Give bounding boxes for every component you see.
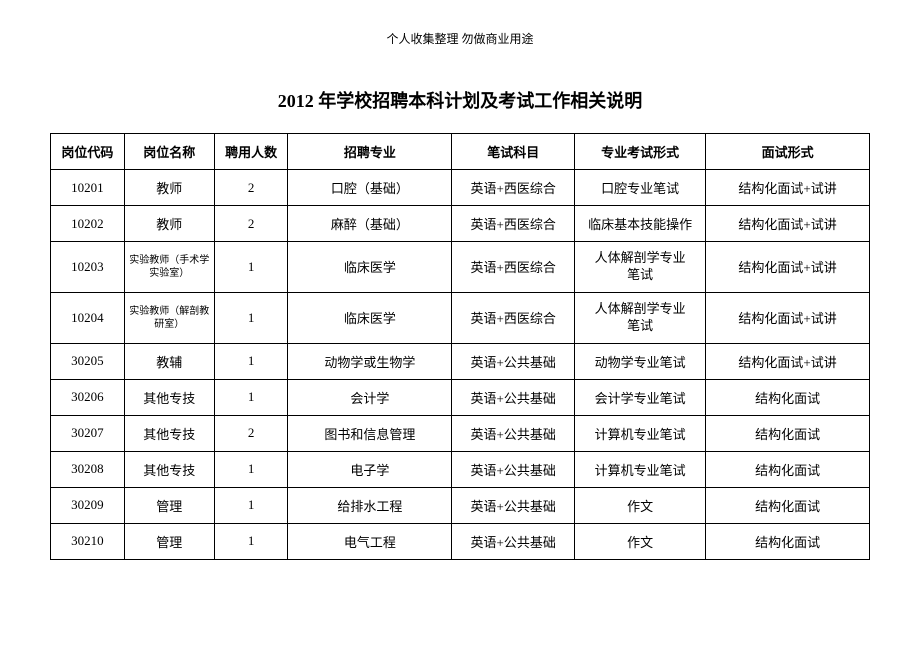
cell-name: 其他专技 bbox=[124, 379, 214, 415]
cell-pro: 人体解剖学专业笔试 bbox=[575, 242, 706, 293]
header-note: 个人收集整理 勿做商业用途 bbox=[50, 30, 870, 47]
recruitment-table: 岗位代码 岗位名称 聘用人数 招聘专业 笔试科目 专业考试形式 面试形式 102… bbox=[50, 133, 870, 560]
cell-count: 2 bbox=[214, 206, 288, 242]
table-row: 10204实验教师（解剖教研室）1临床医学英语+西医综合人体解剖学专业笔试结构化… bbox=[51, 292, 870, 343]
cell-written: 英语+西医综合 bbox=[452, 170, 575, 206]
cell-interview: 结构化面试 bbox=[706, 379, 870, 415]
col-pro: 专业考试形式 bbox=[575, 134, 706, 170]
cell-written: 英语+西医综合 bbox=[452, 242, 575, 293]
cell-code: 30208 bbox=[51, 451, 125, 487]
cell-major: 电子学 bbox=[288, 451, 452, 487]
cell-pro: 人体解剖学专业笔试 bbox=[575, 292, 706, 343]
cell-interview: 结构化面试+试讲 bbox=[706, 242, 870, 293]
cell-written: 英语+公共基础 bbox=[452, 523, 575, 559]
cell-name: 管理 bbox=[124, 523, 214, 559]
cell-interview: 结构化面试 bbox=[706, 523, 870, 559]
col-name: 岗位名称 bbox=[124, 134, 214, 170]
cell-count: 1 bbox=[214, 343, 288, 379]
cell-name: 实验教师（解剖教研室） bbox=[124, 292, 214, 343]
cell-pro: 口腔专业笔试 bbox=[575, 170, 706, 206]
cell-code: 10201 bbox=[51, 170, 125, 206]
cell-name: 教师 bbox=[124, 206, 214, 242]
table-row: 10202教师2麻醉（基础）英语+西医综合临床基本技能操作结构化面试+试讲 bbox=[51, 206, 870, 242]
cell-pro: 临床基本技能操作 bbox=[575, 206, 706, 242]
table-row: 30207其他专技2图书和信息管理英语+公共基础计算机专业笔试结构化面试 bbox=[51, 415, 870, 451]
cell-written: 英语+西医综合 bbox=[452, 206, 575, 242]
col-written: 笔试科目 bbox=[452, 134, 575, 170]
cell-written: 英语+公共基础 bbox=[452, 451, 575, 487]
col-code: 岗位代码 bbox=[51, 134, 125, 170]
cell-major: 图书和信息管理 bbox=[288, 415, 452, 451]
cell-name: 实验教师（手术学实验室） bbox=[124, 242, 214, 293]
cell-written: 英语+公共基础 bbox=[452, 379, 575, 415]
table-row: 30209管理1给排水工程英语+公共基础作文结构化面试 bbox=[51, 487, 870, 523]
cell-count: 1 bbox=[214, 292, 288, 343]
page-title: 2012 年学校招聘本科计划及考试工作相关说明 bbox=[50, 87, 870, 113]
cell-major: 动物学或生物学 bbox=[288, 343, 452, 379]
cell-major: 给排水工程 bbox=[288, 487, 452, 523]
cell-count: 1 bbox=[214, 523, 288, 559]
col-major: 招聘专业 bbox=[288, 134, 452, 170]
cell-written: 英语+西医综合 bbox=[452, 292, 575, 343]
table-row: 30208其他专技1电子学英语+公共基础计算机专业笔试结构化面试 bbox=[51, 451, 870, 487]
table-row: 10201教师2口腔（基础）英语+西医综合口腔专业笔试结构化面试+试讲 bbox=[51, 170, 870, 206]
cell-pro: 计算机专业笔试 bbox=[575, 451, 706, 487]
cell-pro: 会计学专业笔试 bbox=[575, 379, 706, 415]
cell-interview: 结构化面试 bbox=[706, 415, 870, 451]
cell-count: 1 bbox=[214, 487, 288, 523]
cell-interview: 结构化面试 bbox=[706, 487, 870, 523]
cell-name: 教辅 bbox=[124, 343, 214, 379]
cell-major: 会计学 bbox=[288, 379, 452, 415]
table-row: 30206其他专技1会计学英语+公共基础会计学专业笔试结构化面试 bbox=[51, 379, 870, 415]
col-count: 聘用人数 bbox=[214, 134, 288, 170]
cell-written: 英语+公共基础 bbox=[452, 343, 575, 379]
cell-interview: 结构化面试 bbox=[706, 451, 870, 487]
cell-written: 英语+公共基础 bbox=[452, 487, 575, 523]
cell-code: 30206 bbox=[51, 379, 125, 415]
cell-major: 临床医学 bbox=[288, 242, 452, 293]
cell-major: 麻醉（基础） bbox=[288, 206, 452, 242]
cell-code: 10202 bbox=[51, 206, 125, 242]
cell-interview: 结构化面试+试讲 bbox=[706, 292, 870, 343]
cell-pro: 计算机专业笔试 bbox=[575, 415, 706, 451]
cell-code: 30209 bbox=[51, 487, 125, 523]
cell-pro: 动物学专业笔试 bbox=[575, 343, 706, 379]
cell-major: 临床医学 bbox=[288, 292, 452, 343]
cell-major: 电气工程 bbox=[288, 523, 452, 559]
table-row: 10203实验教师（手术学实验室）1临床医学英语+西医综合人体解剖学专业笔试结构… bbox=[51, 242, 870, 293]
cell-code: 30210 bbox=[51, 523, 125, 559]
table-row: 30205教辅1动物学或生物学英语+公共基础动物学专业笔试结构化面试+试讲 bbox=[51, 343, 870, 379]
cell-count: 1 bbox=[214, 451, 288, 487]
cell-name: 其他专技 bbox=[124, 415, 214, 451]
col-interview: 面试形式 bbox=[706, 134, 870, 170]
cell-code: 10204 bbox=[51, 292, 125, 343]
cell-count: 2 bbox=[214, 170, 288, 206]
cell-interview: 结构化面试+试讲 bbox=[706, 206, 870, 242]
cell-count: 2 bbox=[214, 415, 288, 451]
cell-code: 10203 bbox=[51, 242, 125, 293]
table-row: 30210管理1电气工程英语+公共基础作文结构化面试 bbox=[51, 523, 870, 559]
cell-count: 1 bbox=[214, 379, 288, 415]
cell-name: 管理 bbox=[124, 487, 214, 523]
cell-pro: 作文 bbox=[575, 523, 706, 559]
cell-code: 30205 bbox=[51, 343, 125, 379]
cell-pro: 作文 bbox=[575, 487, 706, 523]
cell-name: 教师 bbox=[124, 170, 214, 206]
table-header-row: 岗位代码 岗位名称 聘用人数 招聘专业 笔试科目 专业考试形式 面试形式 bbox=[51, 134, 870, 170]
cell-interview: 结构化面试+试讲 bbox=[706, 170, 870, 206]
cell-code: 30207 bbox=[51, 415, 125, 451]
cell-interview: 结构化面试+试讲 bbox=[706, 343, 870, 379]
cell-count: 1 bbox=[214, 242, 288, 293]
cell-name: 其他专技 bbox=[124, 451, 214, 487]
cell-written: 英语+公共基础 bbox=[452, 415, 575, 451]
cell-major: 口腔（基础） bbox=[288, 170, 452, 206]
